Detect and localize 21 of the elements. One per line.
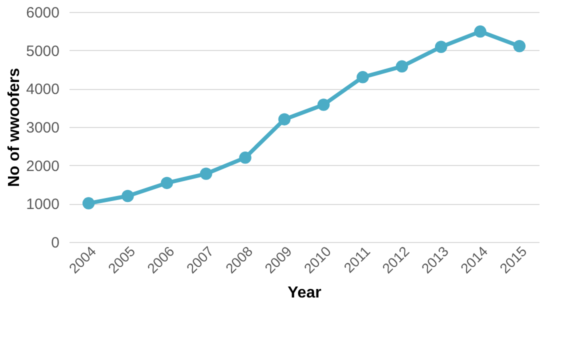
- y-tick-label: 2000: [26, 158, 60, 175]
- point: [82, 197, 95, 210]
- y-tick-label: 5000: [26, 42, 60, 60]
- point: [200, 168, 212, 180]
- point: [396, 60, 408, 73]
- y-tick-label: 0: [51, 234, 60, 252]
- y-tick-label: 4000: [26, 81, 60, 98]
- y-axis-title: No of wwoofers: [6, 68, 24, 188]
- point: [513, 40, 526, 52]
- y-tick-label: 6000: [26, 4, 60, 22]
- y-tick-label: 3000: [26, 120, 60, 136]
- y-tick-label: 1000: [26, 196, 60, 214]
- point: [474, 25, 486, 38]
- point: [122, 190, 134, 202]
- point: [317, 98, 330, 111]
- point: [356, 71, 369, 84]
- point: [434, 40, 448, 53]
- point: [278, 113, 291, 126]
- x-axis-title: Year: [288, 284, 322, 302]
- point: [160, 176, 174, 190]
- point: [239, 152, 252, 164]
